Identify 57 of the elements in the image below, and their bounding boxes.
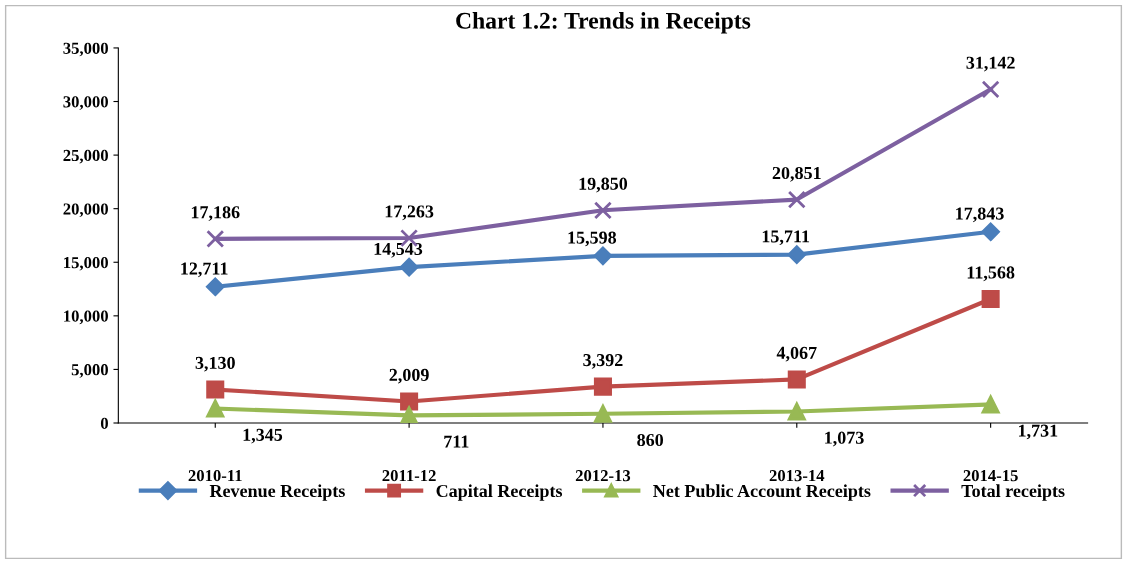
point	[981, 80, 1000, 99]
point	[787, 370, 806, 389]
data-label: 3,392	[583, 354, 623, 369]
point	[981, 290, 1000, 309]
data-label: 20,851	[772, 166, 821, 182]
x-tick-label: 2011-12	[382, 470, 436, 482]
data-label: 1,731	[1018, 424, 1058, 440]
legend-label: Revenue Receipts	[209, 484, 345, 501]
data-label: 17,186	[191, 206, 240, 221]
y-tick-label: 20,000	[63, 203, 108, 218]
point	[593, 377, 612, 396]
point	[206, 399, 225, 418]
chart-title: Chart 1.2: Trends in Receipts	[456, 12, 751, 34]
point	[787, 245, 807, 264]
data-label: 15,711	[762, 230, 810, 246]
y-tick-label: 10,000	[64, 310, 108, 325]
data-label: 17,843	[956, 207, 1004, 223]
data-label: 14,543	[374, 242, 423, 258]
y-tick-label: 35,000	[63, 42, 108, 57]
point	[981, 222, 1000, 242]
x-tick-label: 2010-11	[188, 470, 242, 482]
point	[593, 246, 613, 266]
point	[981, 395, 1000, 414]
data-label: 3,130	[195, 356, 235, 372]
point	[206, 380, 225, 399]
y-tick-label: 0	[100, 417, 108, 429]
x-tick-label: 2014-15	[963, 470, 1018, 482]
point	[206, 229, 225, 248]
data-label: 12,711	[181, 262, 228, 278]
data-label: 17,263	[385, 205, 434, 221]
y-tick-label: 5,000	[71, 364, 108, 378]
x-tick-label: 2012-13	[575, 470, 631, 482]
y-tick-label: 30,000	[63, 96, 108, 110]
x-tick-label: 2013-14	[769, 470, 825, 482]
point	[593, 201, 612, 220]
data-label: 1,073	[825, 431, 864, 447]
data-label: 15,598	[568, 231, 617, 247]
data-label: 31,142	[966, 56, 1015, 72]
data-label: 2,009	[389, 368, 429, 384]
data-label: 4,067	[776, 346, 817, 362]
point	[593, 404, 612, 423]
point	[400, 392, 419, 411]
legend-label: Net Public Account Receipts	[653, 484, 871, 501]
point	[400, 406, 419, 423]
point	[399, 257, 419, 277]
data-label: 860	[637, 433, 664, 447]
point	[206, 277, 225, 297]
data-label: 711	[444, 435, 469, 448]
y-tick-label: 25,000	[63, 149, 108, 164]
data-label: 11,568	[967, 266, 1015, 282]
legend-label: Capital Receipts	[436, 484, 563, 501]
point	[787, 190, 806, 209]
y-tick-label: 15,000	[64, 256, 108, 271]
legend-label: Total receipts	[961, 484, 1065, 501]
data-label: 1,345	[243, 428, 283, 444]
data-label: 19,850	[579, 177, 628, 193]
point	[787, 402, 806, 421]
